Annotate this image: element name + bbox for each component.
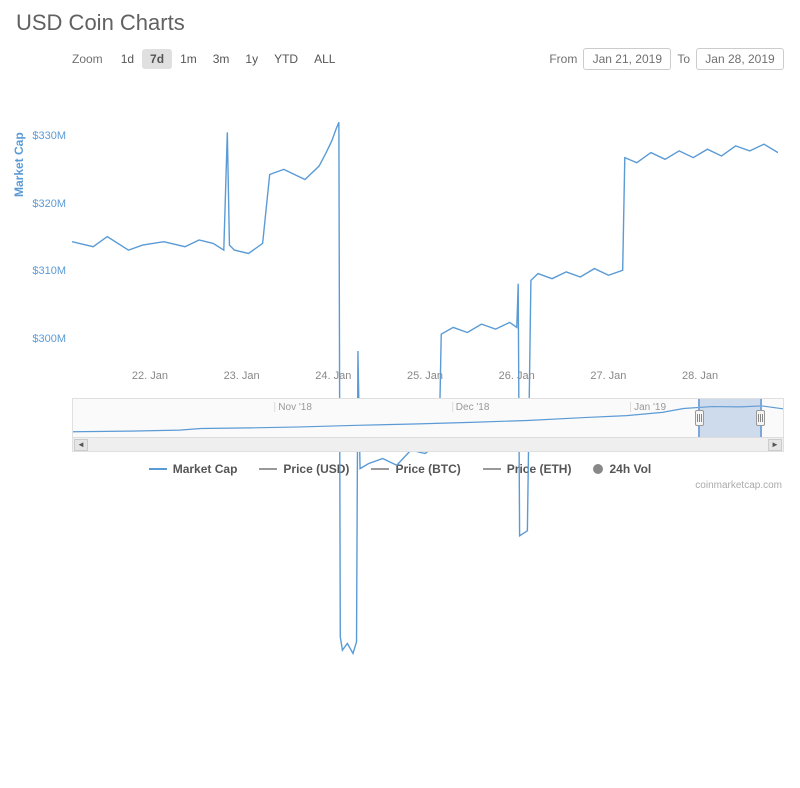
- ytick-label: $300M: [32, 333, 66, 345]
- zoom-3m-button[interactable]: 3m: [205, 49, 238, 69]
- nav-label: Jan '19: [630, 402, 666, 412]
- scroll-left-button[interactable]: ◄: [74, 439, 88, 451]
- nav-label: Dec '18: [452, 402, 490, 412]
- from-label: From: [549, 52, 577, 66]
- ytick-label: $330M: [32, 130, 66, 142]
- navigator-sparkline: [73, 399, 783, 437]
- from-date-input[interactable]: Jan 21, 2019: [583, 48, 671, 70]
- zoom-1y-button[interactable]: 1y: [237, 49, 266, 69]
- ytick-label: $310M: [32, 265, 66, 277]
- zoom-ytd-button[interactable]: YTD: [266, 49, 306, 69]
- navigator-handle-left[interactable]: [695, 410, 704, 426]
- zoom-1d-button[interactable]: 1d: [113, 49, 142, 69]
- xtick-label: 23. Jan: [224, 370, 260, 382]
- to-label: To: [677, 52, 690, 66]
- scroll-right-button[interactable]: ►: [768, 439, 782, 451]
- xaxis-labels: 22. Jan 23. Jan 24. Jan 25. Jan 26. Jan 27. J…: [72, 370, 778, 388]
- navigator-scrollbar[interactable]: ◄ ►: [73, 437, 783, 451]
- date-range: From Jan 21, 2019 To Jan 28, 2019: [549, 48, 784, 70]
- controls-bar: Zoom 1d7d1m3m1yYTDALL From Jan 21, 2019 …: [0, 44, 800, 78]
- zoom-1m-button[interactable]: 1m: [172, 49, 205, 69]
- zoom-7d-button[interactable]: 7d: [142, 49, 172, 69]
- zoom-label: Zoom: [72, 52, 103, 66]
- xtick-label: 28. Jan: [682, 370, 718, 382]
- chart-title: USD Coin Charts: [0, 0, 800, 44]
- navigator-window[interactable]: [698, 399, 762, 437]
- xtick-label: 22. Jan: [132, 370, 168, 382]
- navigator-handle-right[interactable]: [756, 410, 765, 426]
- xtick-label: 25. Jan: [407, 370, 443, 382]
- xtick-label: 27. Jan: [590, 370, 626, 382]
- range-navigator[interactable]: Nov '18 Dec '18 Jan '19 ◄ ►: [72, 398, 784, 452]
- xtick-label: 26. Jan: [499, 370, 535, 382]
- to-date-input[interactable]: Jan 28, 2019: [696, 48, 784, 70]
- ytick-label: $320M: [32, 198, 66, 210]
- zoom-all-button[interactable]: ALL: [306, 49, 343, 69]
- nav-label: Nov '18: [274, 402, 312, 412]
- yaxis-labels: $300M $310M $320M $330M: [16, 82, 70, 366]
- zoom-buttons: 1d7d1m3m1yYTDALL: [113, 49, 344, 69]
- xtick-label: 24. Jan: [315, 370, 351, 382]
- main-chart: Market Cap $300M$310M$320M$330M 22. Jan2…: [16, 82, 784, 392]
